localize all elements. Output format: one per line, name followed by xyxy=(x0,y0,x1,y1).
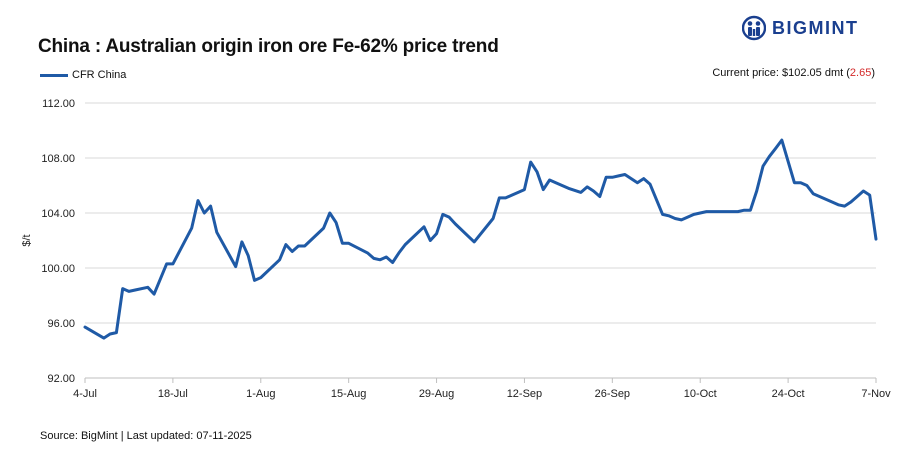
current-price-suffix: ) xyxy=(871,67,875,79)
x-tick-label: 18-Jul xyxy=(158,388,188,400)
y-tick-label: 108.00 xyxy=(41,153,75,165)
current-price-change: 2.65 xyxy=(849,67,872,79)
x-tick-label: 29-Aug xyxy=(419,388,454,400)
x-tick-label: 7-Nov xyxy=(861,388,891,400)
brand-name: BIGMINT xyxy=(772,17,859,38)
y-tick-label: 112.00 xyxy=(42,98,75,110)
bigmint-logo-icon xyxy=(742,15,766,41)
legend-swatch xyxy=(40,73,68,77)
current-price: Current price: $102.05 dmt (2.65) xyxy=(712,67,875,79)
x-tick-label: 26-Sep xyxy=(595,388,630,400)
chart-title: China : Australian origin iron ore Fe-62… xyxy=(38,36,499,57)
y-tick-label: 96.00 xyxy=(47,318,75,330)
grid-lines xyxy=(85,102,876,379)
series-line-cfr-china xyxy=(83,138,878,340)
x-axis: 4-Jul 18-Jul 1-Aug 15-Aug 29-Aug 12-Sep 26-Sep… xyxy=(73,377,891,400)
legend-label: CFR China xyxy=(72,69,127,81)
x-tick-label: 12-Sep xyxy=(507,388,542,400)
x-tick-label: 10-Oct xyxy=(684,388,717,400)
x-tick-label: 4-Jul xyxy=(73,388,97,400)
y-tick-label: 104.00 xyxy=(41,208,75,220)
y-tick-label: 100.00 xyxy=(41,263,75,275)
series-group xyxy=(83,138,878,340)
x-tick-label: 15-Aug xyxy=(331,388,366,400)
x-tick-label: 24-Oct xyxy=(772,388,805,400)
current-price-label: Current price: $102.05 dmt ( xyxy=(712,67,850,79)
y-tick-label: 92.00 xyxy=(47,373,75,385)
x-tick-label: 1-Aug xyxy=(246,388,275,400)
source-note: Source: BigMint | Last updated: 07-11-20… xyxy=(40,430,252,442)
y-axis: 92.00 96.00 100.00 104.00 108.00 112.00 xyxy=(41,98,75,385)
y-axis-label: $/t xyxy=(21,234,33,246)
chart-legend: CFR China xyxy=(40,69,126,81)
brand-logo: BIGMINT xyxy=(742,14,859,42)
